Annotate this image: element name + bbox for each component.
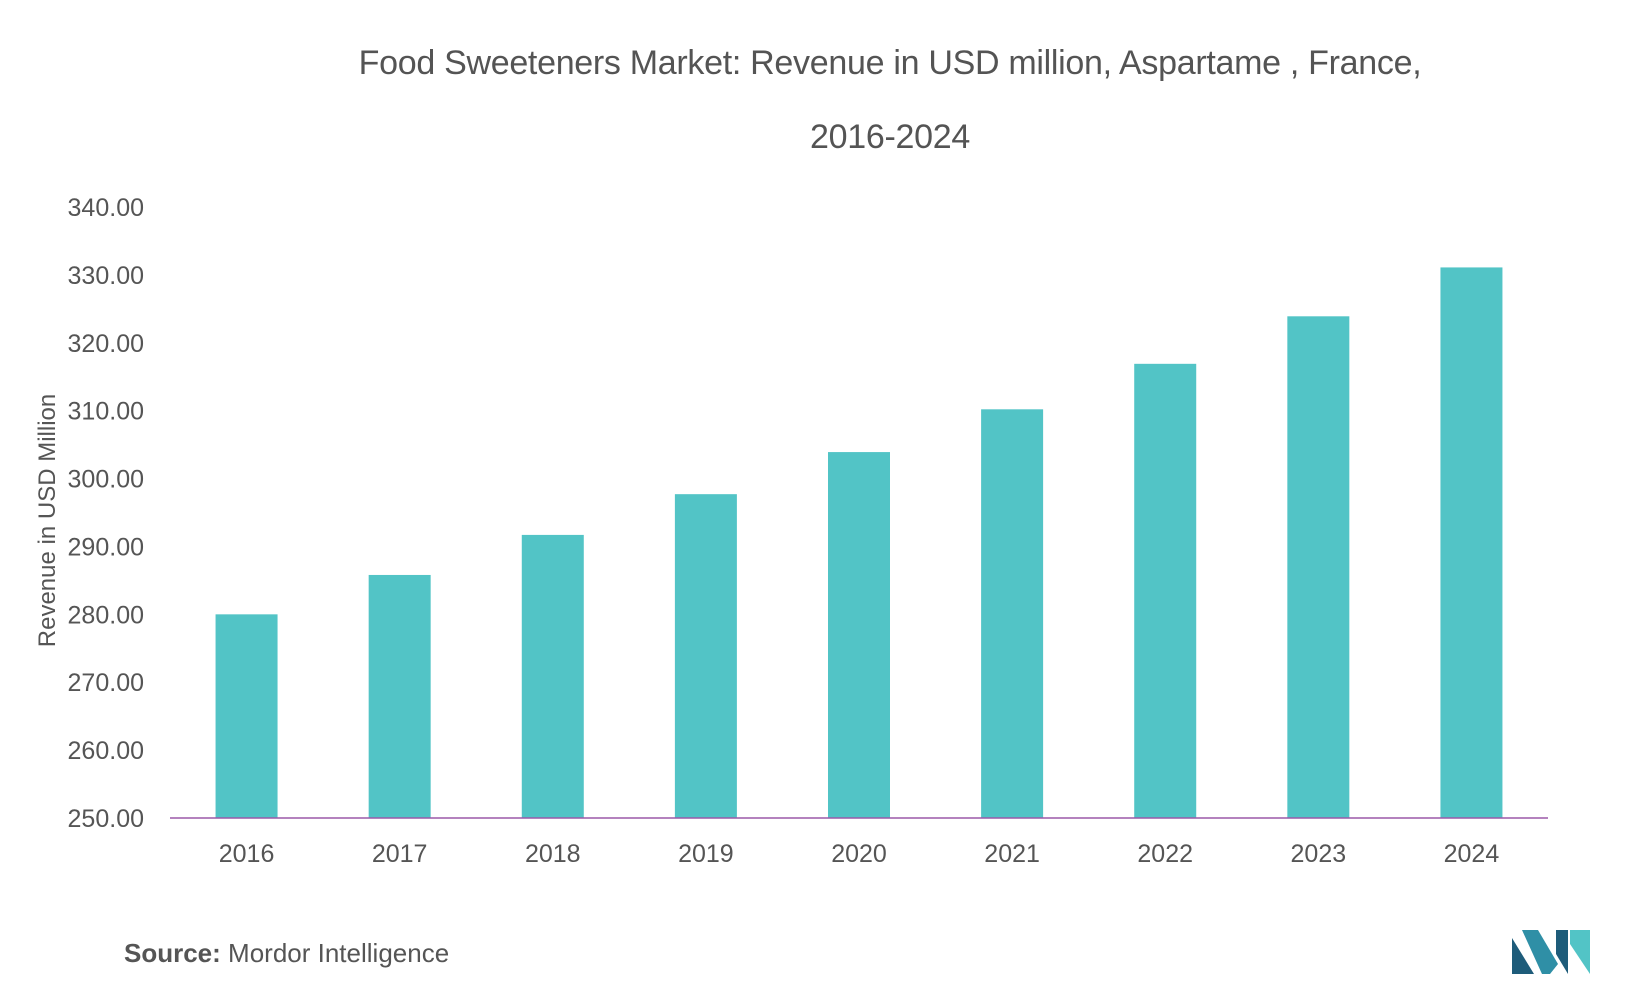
y-axis-title: Revenue in USD Million xyxy=(34,394,61,647)
y-axis-ticks: 250.00 260.00 270.00 280.00 290.00 300.00 310.… xyxy=(68,194,144,833)
x-tick-label: 2022 xyxy=(1137,840,1193,868)
bar-2016 xyxy=(215,614,278,818)
x-tick-label: 2020 xyxy=(831,840,887,868)
source-text: Mordor Intelligence xyxy=(228,938,450,968)
x-tick-label: 2018 xyxy=(525,840,581,868)
bar-2024 xyxy=(1440,267,1503,818)
x-axis-ticks: 2016 2017 2018 2019 2020 2021 2022 2023 2024 xyxy=(219,840,1500,868)
chart-title: Food Sweeteners Market: Revenue in USD m… xyxy=(180,26,1600,174)
y-tick-label: 260.00 xyxy=(68,737,144,765)
bar-2020 xyxy=(828,452,890,818)
y-tick-label: 270.00 xyxy=(68,669,144,697)
y-tick-label: 310.00 xyxy=(68,398,144,426)
y-tick-label: 250.00 xyxy=(68,805,144,833)
y-tick-label: 320.00 xyxy=(68,330,144,358)
chart-title-line-1: Food Sweeteners Market: Revenue in USD m… xyxy=(358,44,1422,82)
y-tick-label: 300.00 xyxy=(68,466,144,494)
y-tick-label: 340.00 xyxy=(68,194,144,222)
bar-2017 xyxy=(368,574,431,818)
x-tick-label: 2016 xyxy=(219,840,275,868)
x-tick-label: 2024 xyxy=(1444,840,1500,868)
x-tick-label: 2021 xyxy=(984,840,1040,868)
y-tick-label: 290.00 xyxy=(68,533,144,561)
bar-2022 xyxy=(1134,363,1197,818)
bar-2019 xyxy=(674,494,737,818)
x-tick-label: 2017 xyxy=(372,840,428,868)
x-tick-label: 2019 xyxy=(678,840,734,868)
bar-2023 xyxy=(1287,316,1350,818)
source-label: Source: xyxy=(124,938,221,968)
bars xyxy=(215,267,1503,818)
mordor-intelligence-logo-icon xyxy=(1512,930,1590,974)
y-tick-label: 280.00 xyxy=(68,601,144,629)
source-note: Source: Mordor Intelligence xyxy=(124,938,449,969)
x-tick-label: 2023 xyxy=(1291,840,1347,868)
y-tick-label: 330.00 xyxy=(68,262,144,290)
bar-2021 xyxy=(981,409,1044,818)
bar-2018 xyxy=(521,534,584,818)
chart-title-line-2: 2016-2024 xyxy=(810,118,970,156)
